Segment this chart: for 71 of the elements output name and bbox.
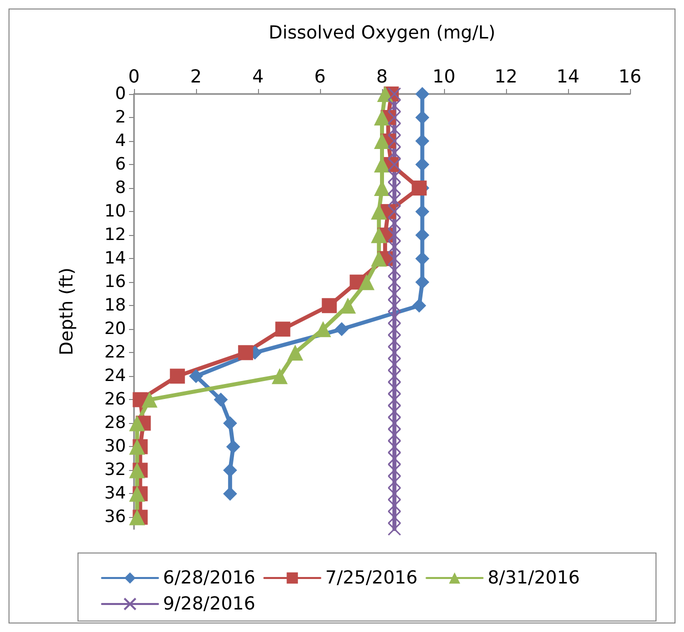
x-axis-title: Dissolved Oxygen (mg/L)	[268, 22, 496, 44]
point	[129, 509, 146, 526]
y-tick-label: 8	[115, 178, 126, 198]
point	[358, 274, 374, 290]
y-tick-label: 20	[104, 319, 126, 340]
point	[415, 275, 430, 290]
y-tick-label: 28	[104, 413, 126, 434]
x-tick-label: 6	[314, 66, 326, 88]
point	[129, 415, 146, 432]
y-tick-label: 10	[104, 202, 126, 222]
y-tick-label: 4	[115, 131, 126, 152]
x-tick-label: 10	[432, 66, 456, 88]
point	[214, 392, 228, 407]
point	[129, 462, 146, 478]
point	[415, 204, 430, 219]
point	[129, 486, 146, 502]
x-tick-label: 14	[556, 66, 580, 88]
point	[415, 158, 430, 172]
point	[226, 440, 240, 454]
point	[334, 322, 349, 336]
legend-label: 7/25/2016	[325, 568, 418, 588]
point	[370, 227, 387, 244]
point	[129, 438, 146, 455]
y-tick-label: 16	[104, 272, 126, 292]
y-tick-label: 24	[104, 366, 126, 386]
x-tick-label: 8	[376, 66, 388, 88]
point	[370, 250, 387, 267]
point	[275, 322, 290, 337]
x-tick-label: 2	[190, 66, 202, 88]
point	[170, 368, 185, 384]
y-tick-label: 36	[104, 507, 126, 528]
point	[223, 486, 238, 501]
point	[238, 345, 254, 360]
legend-label: 9/28/2016	[163, 594, 256, 614]
y-tick-label: 26	[104, 390, 126, 410]
y-tick-label: 32	[104, 460, 126, 480]
y-tick-label: 14	[104, 248, 126, 269]
point	[415, 252, 430, 266]
point	[287, 344, 304, 361]
point	[142, 392, 158, 408]
y-tick-label: 0	[115, 84, 126, 104]
point	[315, 321, 332, 338]
point	[415, 228, 430, 242]
x-tick-label: 4	[252, 66, 264, 88]
x-tick-label: 12	[494, 66, 518, 88]
y-tick-label: 34	[104, 484, 126, 504]
y-tick-label: 22	[104, 342, 126, 363]
point	[370, 204, 387, 220]
y-tick-label: 30	[104, 436, 126, 457]
y-tick-label: 18	[104, 296, 126, 316]
point	[223, 416, 238, 430]
point	[415, 110, 430, 125]
y-tick-label: 2	[115, 108, 126, 128]
point	[412, 180, 427, 196]
point	[374, 110, 390, 126]
y-tick-label: 6	[115, 154, 126, 175]
y-tick-label: 12	[104, 225, 126, 246]
point	[374, 133, 390, 150]
point	[377, 86, 394, 102]
y-axis-title: Depth (ft)	[56, 268, 78, 356]
legend-label: 8/31/2016	[488, 568, 580, 588]
legend-label: 6/28/2016	[163, 568, 256, 588]
point	[189, 369, 203, 384]
point	[412, 298, 426, 313]
point	[272, 368, 288, 384]
x-tick-label: 0	[128, 66, 140, 88]
point	[223, 463, 238, 478]
x-tick-label: 16	[618, 66, 642, 88]
point	[415, 134, 430, 148]
point	[415, 87, 430, 101]
point	[322, 298, 337, 314]
